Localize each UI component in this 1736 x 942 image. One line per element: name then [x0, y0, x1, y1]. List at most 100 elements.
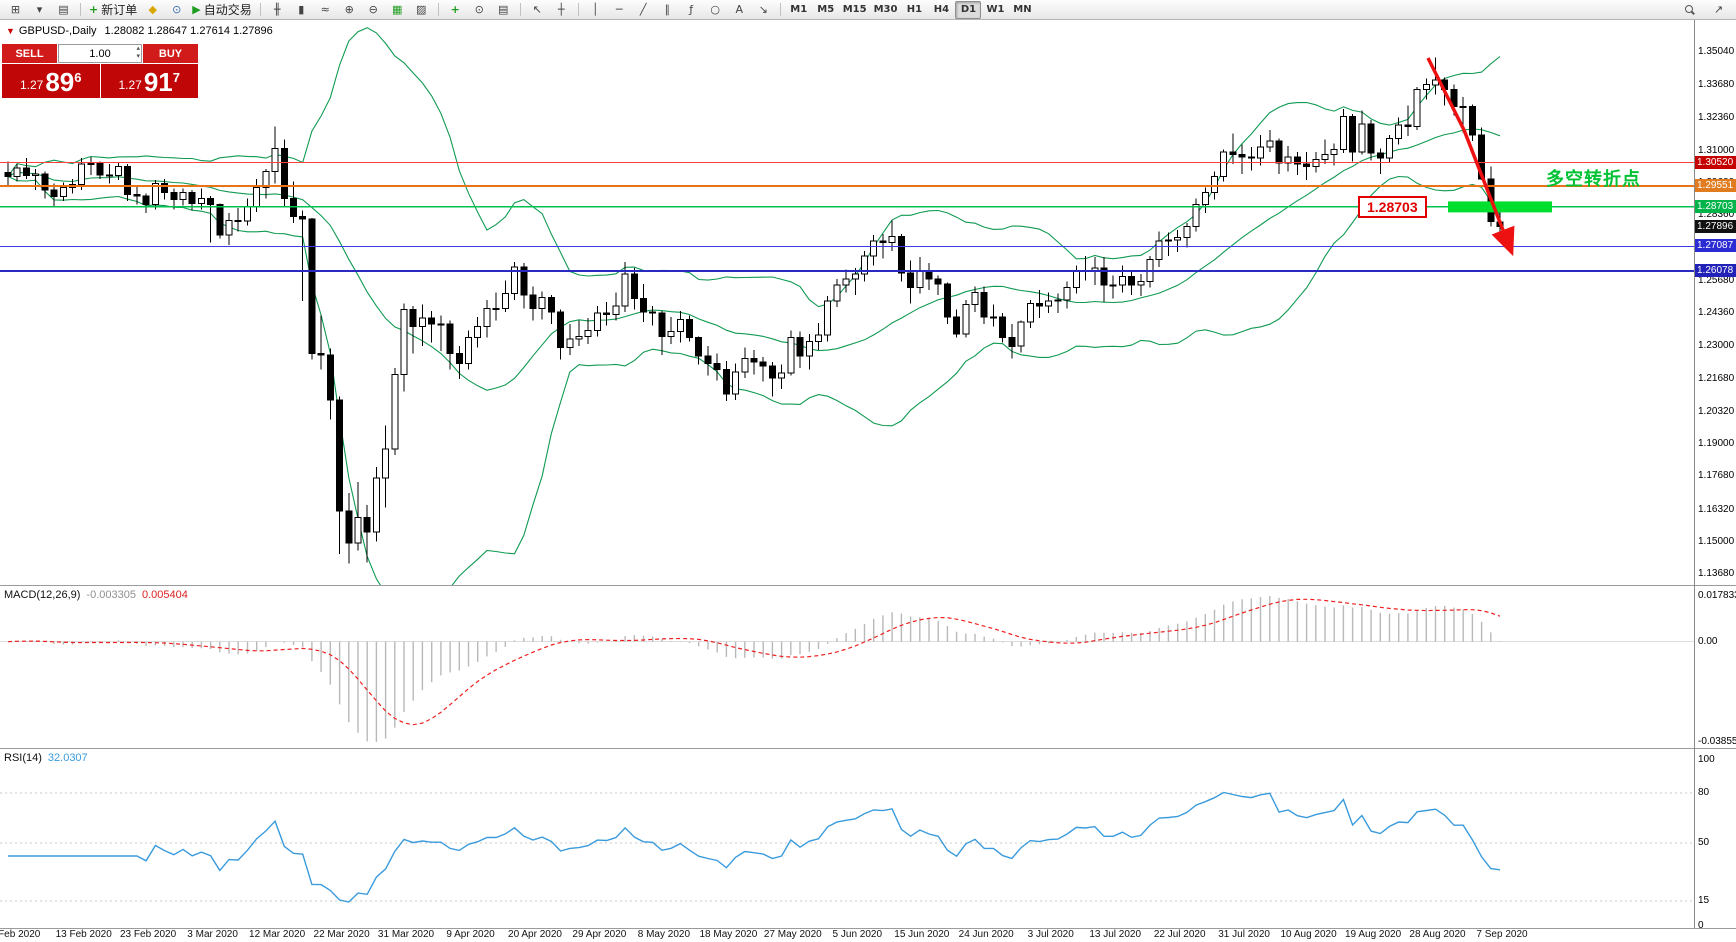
metaeditor-icon: ◆: [148, 2, 157, 16]
toolbar-separator: [80, 3, 81, 16]
chart-title: ▼ GBPUSD-,Daily 1.28082 1.28647 1.27614 1.…: [6, 25, 273, 37]
candlestick-chart-button[interactable]: ▮: [290, 1, 313, 19]
shapes-button[interactable]: ○: [704, 1, 727, 19]
price-marker-1.28703: 1.28703: [1695, 199, 1736, 213]
bollinger-bands: [7, 27, 1501, 585]
equidistant-channel-button[interactable]: ∥: [656, 1, 679, 19]
date-label: 13 Jul 2020: [1089, 929, 1142, 940]
toolbar-separator: [259, 3, 261, 16]
line-chart-button[interactable]: ≈: [314, 1, 337, 19]
date-label: 22 Mar 2020: [313, 929, 370, 940]
price-axis-separator: [1694, 20, 1695, 928]
sell-button[interactable]: SELL: [2, 44, 57, 63]
arrows-button[interactable]: ↘: [752, 1, 775, 19]
new-order-button[interactable]: + 新订单: [86, 1, 140, 19]
profiles-button[interactable]: ▤: [52, 1, 75, 19]
strategy-tester-icon: ⊙: [172, 2, 182, 16]
price-tick-label: 1.28360: [1698, 209, 1735, 221]
templates-button[interactable]: ▤: [492, 1, 515, 19]
date-label: 12 Mar 2020: [249, 929, 306, 940]
timeframe-m1-button[interactable]: M1: [790, 3, 808, 15]
rsi-axis-100: 100: [1698, 754, 1715, 765]
templates-icon: ▤: [498, 2, 509, 16]
horizontal-lines: [0, 161, 1694, 272]
fibonacci-button[interactable]: ƒ: [680, 1, 703, 19]
detach-icon: ↗: [1713, 2, 1724, 16]
chart-symbol-icon: ▼: [6, 26, 15, 36]
price-axis[interactable]: 1.350401.336801.323601.310001.296801.283…: [1694, 0, 1736, 942]
price-tick-label: 1.19000: [1698, 438, 1735, 449]
bar-chart-button[interactable]: ╫: [266, 1, 289, 19]
price-tick-label: 1.13680: [1698, 568, 1735, 579]
price-tick-label: 1.24360: [1698, 307, 1735, 318]
timeframe-w1-button[interactable]: W1: [986, 3, 1005, 15]
tile-windows-icon: ▦: [392, 2, 403, 16]
date-axis[interactable]: Feb 2020 13 Feb 2020 23 Feb 2020 3 Mar 2020…: [0, 929, 1736, 942]
rsi-name: RSI(14): [4, 752, 42, 764]
price-callout[interactable]: 1.28703: [1358, 196, 1427, 218]
macd-panel-canvas[interactable]: [0, 586, 1694, 748]
rsi-panel-splitter[interactable]: [0, 748, 1736, 749]
timeframe-m30-button[interactable]: M30: [873, 3, 898, 15]
autotrading-button-label: 自动交易: [203, 2, 252, 17]
lot-increase-icon[interactable]: ▴: [136, 45, 140, 52]
trend-arrow[interactable]: [1426, 57, 1515, 257]
toolbar-separator: [779, 3, 781, 16]
date-label: 18 May 2020: [699, 929, 758, 940]
zoom-out-button[interactable]: ⊖: [362, 1, 385, 19]
main-chart-canvas[interactable]: [0, 20, 1694, 585]
buy-button[interactable]: BUY: [143, 44, 198, 63]
sell-price-button[interactable]: 1.27 89 6: [2, 64, 100, 98]
zoom-out-icon: ⊖: [368, 2, 378, 16]
crosshair-button[interactable]: ┼: [550, 1, 573, 19]
date-label: 31 Mar 2020: [377, 929, 435, 940]
indicators-icon: +: [450, 2, 460, 16]
macd-panel-splitter[interactable]: [0, 585, 1736, 586]
autotrading-button[interactable]: ▶ 自动交易: [189, 1, 254, 19]
macd-axis-min: -0.038559: [1698, 736, 1736, 747]
toolbar-separator: [519, 3, 521, 16]
price-marker-1.27087: 1.27087: [1695, 239, 1736, 253]
search-button[interactable]: [1678, 1, 1701, 19]
detach-chart-button[interactable]: ↗: [1707, 1, 1730, 19]
new-chart-button[interactable]: ⊞: [4, 1, 27, 19]
support-highlight-bar[interactable]: [1448, 201, 1552, 213]
timeframe-m15-button[interactable]: M15: [842, 3, 867, 15]
turning-point-text[interactable]: 多空转折点: [1546, 169, 1641, 189]
trendline-button[interactable]: ╱: [632, 1, 655, 19]
date-label: 22 Jul 2020: [1153, 929, 1206, 940]
line-chart-icon: ≈: [320, 2, 330, 16]
buy-price-button[interactable]: 1.27 91 7: [100, 64, 198, 98]
timeframe-d1-button[interactable]: D1: [955, 0, 982, 19]
lot-decrease-icon[interactable]: ▾: [136, 53, 140, 60]
rsi-panel-canvas[interactable]: [0, 749, 1694, 928]
timeframe-m5-button[interactable]: M5: [817, 3, 835, 15]
lot-size-input[interactable]: 1.00 ▴ ▾: [58, 44, 142, 63]
timeframe-h4-button[interactable]: H4: [933, 3, 950, 15]
date-label: 3 Jul 2020: [1027, 929, 1074, 940]
auto-arrange-button[interactable]: ▨: [410, 1, 433, 19]
autotrading-icon: ▶: [192, 2, 201, 16]
timeframe-h1-button[interactable]: H1: [906, 3, 923, 15]
date-label: 10 Aug 2020: [1280, 929, 1337, 940]
horizontal-line-button[interactable]: ─: [608, 1, 631, 19]
date-label: Feb 2020: [0, 929, 41, 940]
macd-signal-value: 0.005404: [141, 589, 188, 601]
tile-windows-button[interactable]: ▦: [386, 1, 409, 19]
price-marker-1.30520: 1.30520: [1695, 155, 1736, 169]
metaeditor-button[interactable]: ◆: [141, 1, 164, 19]
timeframe-mn-button[interactable]: MN: [1013, 3, 1032, 15]
periods-button[interactable]: ⊙: [468, 1, 491, 19]
indicators-button[interactable]: +: [444, 1, 467, 19]
rsi-line: [8, 791, 1501, 903]
date-label: 19 Aug 2020: [1345, 929, 1402, 940]
vertical-line-button[interactable]: │: [584, 1, 607, 19]
trendline-icon: ╱: [639, 2, 647, 16]
zoom-in-button[interactable]: ⊕: [338, 1, 361, 19]
text-button[interactable]: A: [728, 1, 751, 19]
cursor-button[interactable]: ↖: [526, 1, 549, 19]
new-chart-dropdown[interactable]: ▾: [28, 1, 51, 19]
candlestick-series: [4, 57, 1504, 564]
strategy-tester-button[interactable]: ⊙: [165, 1, 188, 19]
